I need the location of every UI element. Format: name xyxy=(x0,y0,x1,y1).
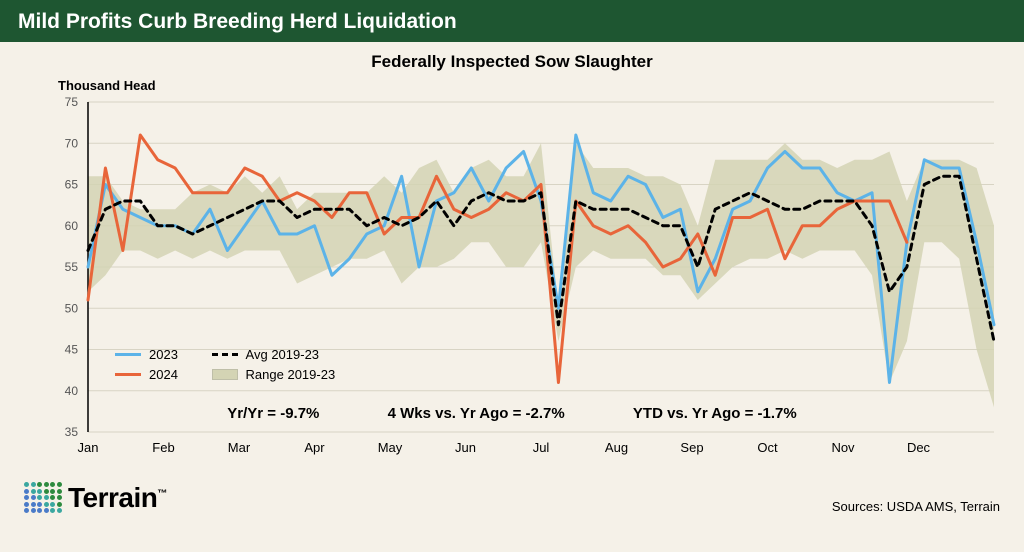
svg-text:Jan: Jan xyxy=(78,440,99,455)
svg-text:Nov: Nov xyxy=(831,440,855,455)
legend-item-avg: Avg 2019-23 xyxy=(212,344,336,364)
svg-text:Mar: Mar xyxy=(228,440,251,455)
svg-text:50: 50 xyxy=(65,301,79,315)
svg-text:Apr: Apr xyxy=(304,440,325,455)
chart-area: Thousand Head 354045505560657075JanFebMa… xyxy=(20,72,1004,462)
svg-text:45: 45 xyxy=(65,343,79,357)
legend-item-2024: 2024 xyxy=(115,364,178,384)
stat-ytd: YTD vs. Yr Ago = -1.7% xyxy=(633,405,797,422)
page-title: Mild Profits Curb Breeding Herd Liquidat… xyxy=(18,10,457,33)
svg-text:70: 70 xyxy=(65,136,79,150)
stat-4wks: 4 Wks vs. Yr Ago = -2.7% xyxy=(388,405,565,422)
legend-item-2023: 2023 xyxy=(115,344,178,364)
legend: 2023 2024 Avg 2019-23 Range 2019-23 xyxy=(115,344,335,384)
legend-label-avg: Avg 2019-23 xyxy=(246,347,320,362)
legend-label-2023: 2023 xyxy=(149,347,178,362)
svg-text:Dec: Dec xyxy=(907,440,931,455)
logo-dots-icon xyxy=(24,482,60,514)
svg-text:Oct: Oct xyxy=(757,440,778,455)
svg-text:35: 35 xyxy=(65,425,79,439)
legend-label-2024: 2024 xyxy=(149,367,178,382)
svg-text:40: 40 xyxy=(65,384,79,398)
legend-item-range: Range 2019-23 xyxy=(212,364,336,384)
brand-text: Terrain xyxy=(68,482,157,513)
brand-name: Terrain™ xyxy=(68,482,167,514)
svg-text:May: May xyxy=(378,440,403,455)
legend-swatch-2024 xyxy=(115,373,141,376)
svg-text:Feb: Feb xyxy=(152,440,174,455)
svg-text:Jul: Jul xyxy=(533,440,550,455)
chart-title: Federally Inspected Sow Slaughter xyxy=(0,52,1024,72)
svg-text:60: 60 xyxy=(65,219,79,233)
header-bar: Mild Profits Curb Breeding Herd Liquidat… xyxy=(0,0,1024,42)
legend-label-range: Range 2019-23 xyxy=(246,367,336,382)
svg-text:75: 75 xyxy=(65,95,79,109)
legend-swatch-avg xyxy=(212,353,238,356)
sources-text: Sources: USDA AMS, Terrain xyxy=(832,499,1000,514)
chart-svg: 35 40 45 50 55 60 65 70 75 Jan Feb Mar Apr May Jun Jul A… xyxy=(20,72,1004,462)
svg-text:Aug: Aug xyxy=(605,440,628,455)
stats-row: Yr/Yr = -9.7% 4 Wks vs. Yr Ago = -2.7% Y… xyxy=(20,405,1004,422)
svg-text:65: 65 xyxy=(65,178,79,192)
brand-tm: ™ xyxy=(157,489,167,500)
footer: Terrain™ Sources: USDA AMS, Terrain xyxy=(24,462,1000,522)
stat-yr-yr: Yr/Yr = -9.7% xyxy=(227,405,319,422)
legend-swatch-2023 xyxy=(115,353,141,356)
svg-text:55: 55 xyxy=(65,260,79,274)
svg-text:Sep: Sep xyxy=(680,440,703,455)
svg-text:Jun: Jun xyxy=(455,440,476,455)
legend-swatch-range xyxy=(212,369,238,380)
